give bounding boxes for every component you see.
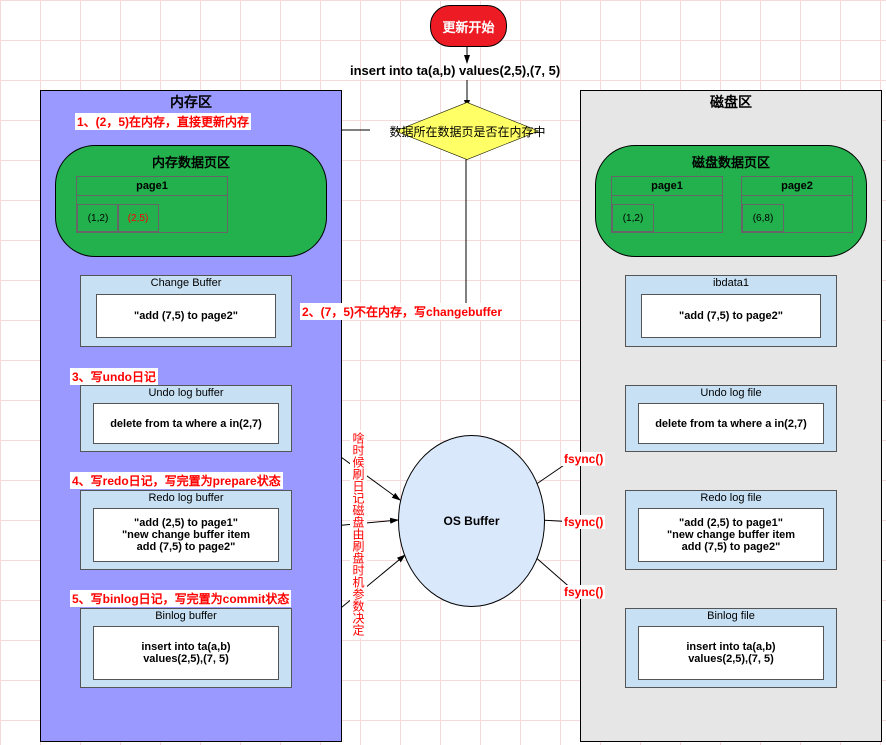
mem-page-area-title: 内存数据页区	[152, 152, 230, 171]
disk-page2: page2 (6,8)	[741, 176, 853, 233]
step1-text: 1、(2，5)在内存，直接更新内存	[75, 113, 251, 130]
fsync3: fsync()	[562, 585, 605, 599]
os-buffer-label: OS Buffer	[443, 514, 499, 528]
disk-page-area-title: 磁盘数据页区	[692, 152, 770, 171]
disk-page1-cell1: (1,2)	[612, 204, 654, 232]
step2-text: 2、(7，5)不在内存，写changebuffer	[300, 303, 504, 320]
mem-page1: page1 (1,2) (2,5)	[76, 176, 228, 233]
disk-page2-name: page2	[742, 177, 852, 196]
ibdata-title: ibdata1	[713, 277, 749, 289]
binlog-buffer-text: insert into ta(a,b) values(2,5),(7, 5)	[93, 626, 279, 680]
mem-page-area: 内存数据页区 page1 (1,2) (2,5)	[55, 145, 327, 257]
step5-text: 5、写binlog日记，写完置为commit状态	[70, 590, 291, 607]
redo-file: Redo log file "add (2,5) to page1" "new …	[625, 490, 837, 570]
decision-label: 数据所在数据页是否在内存中	[380, 123, 555, 140]
disk-page1-name: page1	[612, 177, 722, 196]
redo-file-text: "add (2,5) to page1" "new change buffer …	[638, 508, 824, 562]
mem-page1-cell1: (1,2)	[77, 204, 119, 232]
fsync1: fsync()	[562, 452, 605, 466]
disk-zone-title: 磁盘区	[710, 92, 752, 112]
change-buffer-title: Change Buffer	[151, 277, 222, 289]
undo-file-text: delete from ta where a in(2,7)	[638, 403, 824, 444]
sql-statement: insert into ta(a,b) values(2,5),(7, 5)	[350, 63, 560, 78]
redo-buffer-text: "add (2,5) to page1" "new change buffer …	[93, 508, 279, 562]
memory-zone-title: 内存区	[170, 92, 212, 112]
start-node: 更新开始	[430, 5, 507, 47]
os-buffer: OS Buffer	[398, 435, 545, 607]
mem-page1-cell2: (2,5)	[117, 204, 159, 232]
undo-file-title: Undo log file	[700, 387, 761, 399]
step3-text: 3、写undo日记	[70, 368, 158, 385]
undo-buffer-text: delete from ta where a in(2,7)	[93, 403, 279, 444]
undo-buffer: Undo log buffer delete from ta where a i…	[80, 385, 292, 452]
ibdata-file: ibdata1 "add (7,5) to page2"	[625, 275, 837, 347]
disk-page-area: 磁盘数据页区 page1 (1,2) page2 (6,8)	[595, 145, 867, 257]
step4-text: 4、写redo日记，写完置为prepare状态	[70, 472, 283, 489]
undo-buffer-title: Undo log buffer	[148, 387, 223, 399]
change-buffer-text: "add (7,5) to page2"	[96, 294, 276, 338]
start-label: 更新开始	[442, 17, 494, 36]
binlog-buffer: Binlog buffer insert into ta(a,b) values…	[80, 608, 292, 688]
binlog-buffer-title: Binlog buffer	[155, 610, 217, 622]
mem-page1-name: page1	[77, 177, 227, 196]
disk-page2-cell1: (6,8)	[742, 204, 784, 232]
disk-page1: page1 (1,2)	[611, 176, 723, 233]
undo-file: Undo log file delete from ta where a in(…	[625, 385, 837, 452]
redo-buffer: Redo log buffer "add (2,5) to page1" "ne…	[80, 490, 292, 570]
binlog-file-text: insert into ta(a,b) values(2,5),(7, 5)	[638, 626, 824, 680]
binlog-file-title: Binlog file	[707, 610, 755, 622]
fsync2: fsync()	[562, 515, 605, 529]
ibdata-text: "add (7,5) to page2"	[641, 294, 821, 338]
binlog-file: Binlog file insert into ta(a,b) values(2…	[625, 608, 837, 688]
change-buffer: Change Buffer "add (7,5) to page2"	[80, 275, 292, 347]
redo-file-title: Redo log file	[700, 492, 761, 504]
redo-buffer-title: Redo log buffer	[148, 492, 223, 504]
flush-note: 啥时候刷日记磁盘由刷盘时机参数决定	[350, 430, 367, 638]
